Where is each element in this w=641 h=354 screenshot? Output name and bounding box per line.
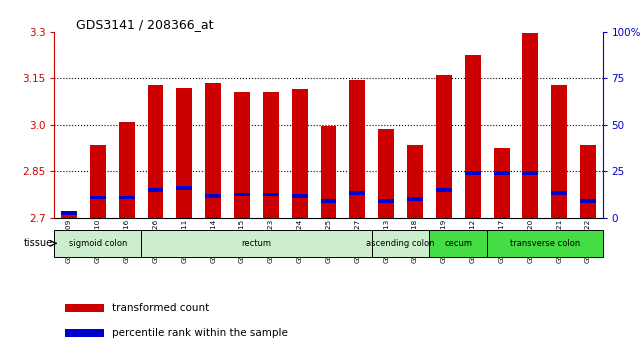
Bar xyxy=(378,130,394,218)
Bar xyxy=(61,211,77,215)
Bar xyxy=(522,171,538,175)
Text: percentile rank within the sample: percentile rank within the sample xyxy=(112,329,288,338)
Bar xyxy=(320,126,337,218)
Bar xyxy=(372,230,429,257)
Text: cecum: cecum xyxy=(444,239,472,248)
Bar xyxy=(90,145,106,218)
Bar xyxy=(263,193,279,196)
Bar xyxy=(54,230,141,257)
Bar xyxy=(147,85,163,218)
Bar xyxy=(119,122,135,218)
Bar xyxy=(487,230,603,257)
Bar xyxy=(580,145,596,218)
Bar xyxy=(234,92,250,218)
Text: transverse colon: transverse colon xyxy=(510,239,580,248)
Text: sigmoid colon: sigmoid colon xyxy=(69,239,127,248)
Bar xyxy=(205,83,221,218)
Bar xyxy=(551,85,567,218)
Text: transformed count: transformed count xyxy=(112,303,209,313)
Bar xyxy=(465,171,481,175)
Bar xyxy=(292,89,308,218)
Bar xyxy=(349,191,365,195)
Bar xyxy=(263,92,279,218)
Bar xyxy=(551,191,567,195)
Bar xyxy=(436,188,452,192)
Bar xyxy=(176,88,192,218)
Text: ascending colon: ascending colon xyxy=(367,239,435,248)
Bar xyxy=(407,197,423,201)
Bar xyxy=(292,194,308,198)
Bar xyxy=(429,230,487,257)
Text: rectum: rectum xyxy=(242,239,271,248)
Bar xyxy=(65,329,104,337)
Bar xyxy=(147,188,163,192)
Bar xyxy=(141,230,372,257)
Bar xyxy=(407,145,423,218)
Bar xyxy=(65,304,104,312)
Bar xyxy=(436,75,452,218)
Text: tissue: tissue xyxy=(24,238,53,249)
Bar xyxy=(119,196,135,199)
Bar xyxy=(378,199,394,202)
Bar xyxy=(349,80,365,218)
Bar xyxy=(465,55,481,218)
Bar xyxy=(494,171,510,175)
Bar xyxy=(234,193,250,196)
Bar xyxy=(320,199,337,202)
Bar xyxy=(205,194,221,198)
Bar xyxy=(522,33,538,218)
Bar xyxy=(580,199,596,202)
Bar xyxy=(61,213,77,218)
Bar xyxy=(90,196,106,199)
Bar xyxy=(176,187,192,190)
Bar xyxy=(494,148,510,218)
Text: GDS3141 / 208366_at: GDS3141 / 208366_at xyxy=(76,18,214,31)
